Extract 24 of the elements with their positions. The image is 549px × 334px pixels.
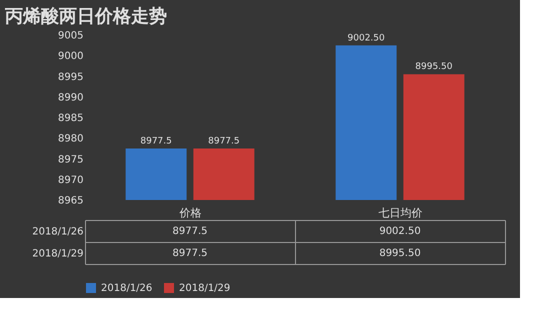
text: 2018/1/26	[32, 226, 84, 238]
data-label: 8977.5	[172, 248, 208, 259]
legend-label: 2018/1/26	[101, 283, 152, 294]
y-tick-label: 8985	[58, 113, 84, 124]
chart-title: 丙烯酸两日价格走势	[4, 6, 167, 27]
text: 8977.5	[140, 136, 172, 146]
data-label: 9002.50	[379, 226, 421, 237]
text: 8977.5	[208, 136, 240, 146]
text: 2018/1/29	[32, 248, 84, 260]
text: 9002.50	[348, 33, 385, 44]
y-tick-label: 8980	[58, 134, 84, 145]
y-tick-label: 8975	[58, 154, 84, 166]
text: 8995.50	[415, 62, 452, 72]
y-tick-label: 9005	[58, 30, 84, 42]
y-tick-label: 8990	[58, 92, 84, 104]
y-tick-label: 9000	[58, 51, 84, 62]
x-tick-label: 七日均价	[378, 206, 422, 220]
y-tick-label: 8970	[58, 174, 84, 186]
y-tick-label: 8995	[58, 72, 84, 83]
data-label: 8995.50	[379, 248, 421, 259]
y-tick-label: 8965	[58, 196, 84, 206]
x-tick-label: 价格	[178, 206, 202, 220]
data-label: 8977.5	[172, 226, 208, 237]
legend-label: 2018/1/29	[179, 283, 230, 294]
